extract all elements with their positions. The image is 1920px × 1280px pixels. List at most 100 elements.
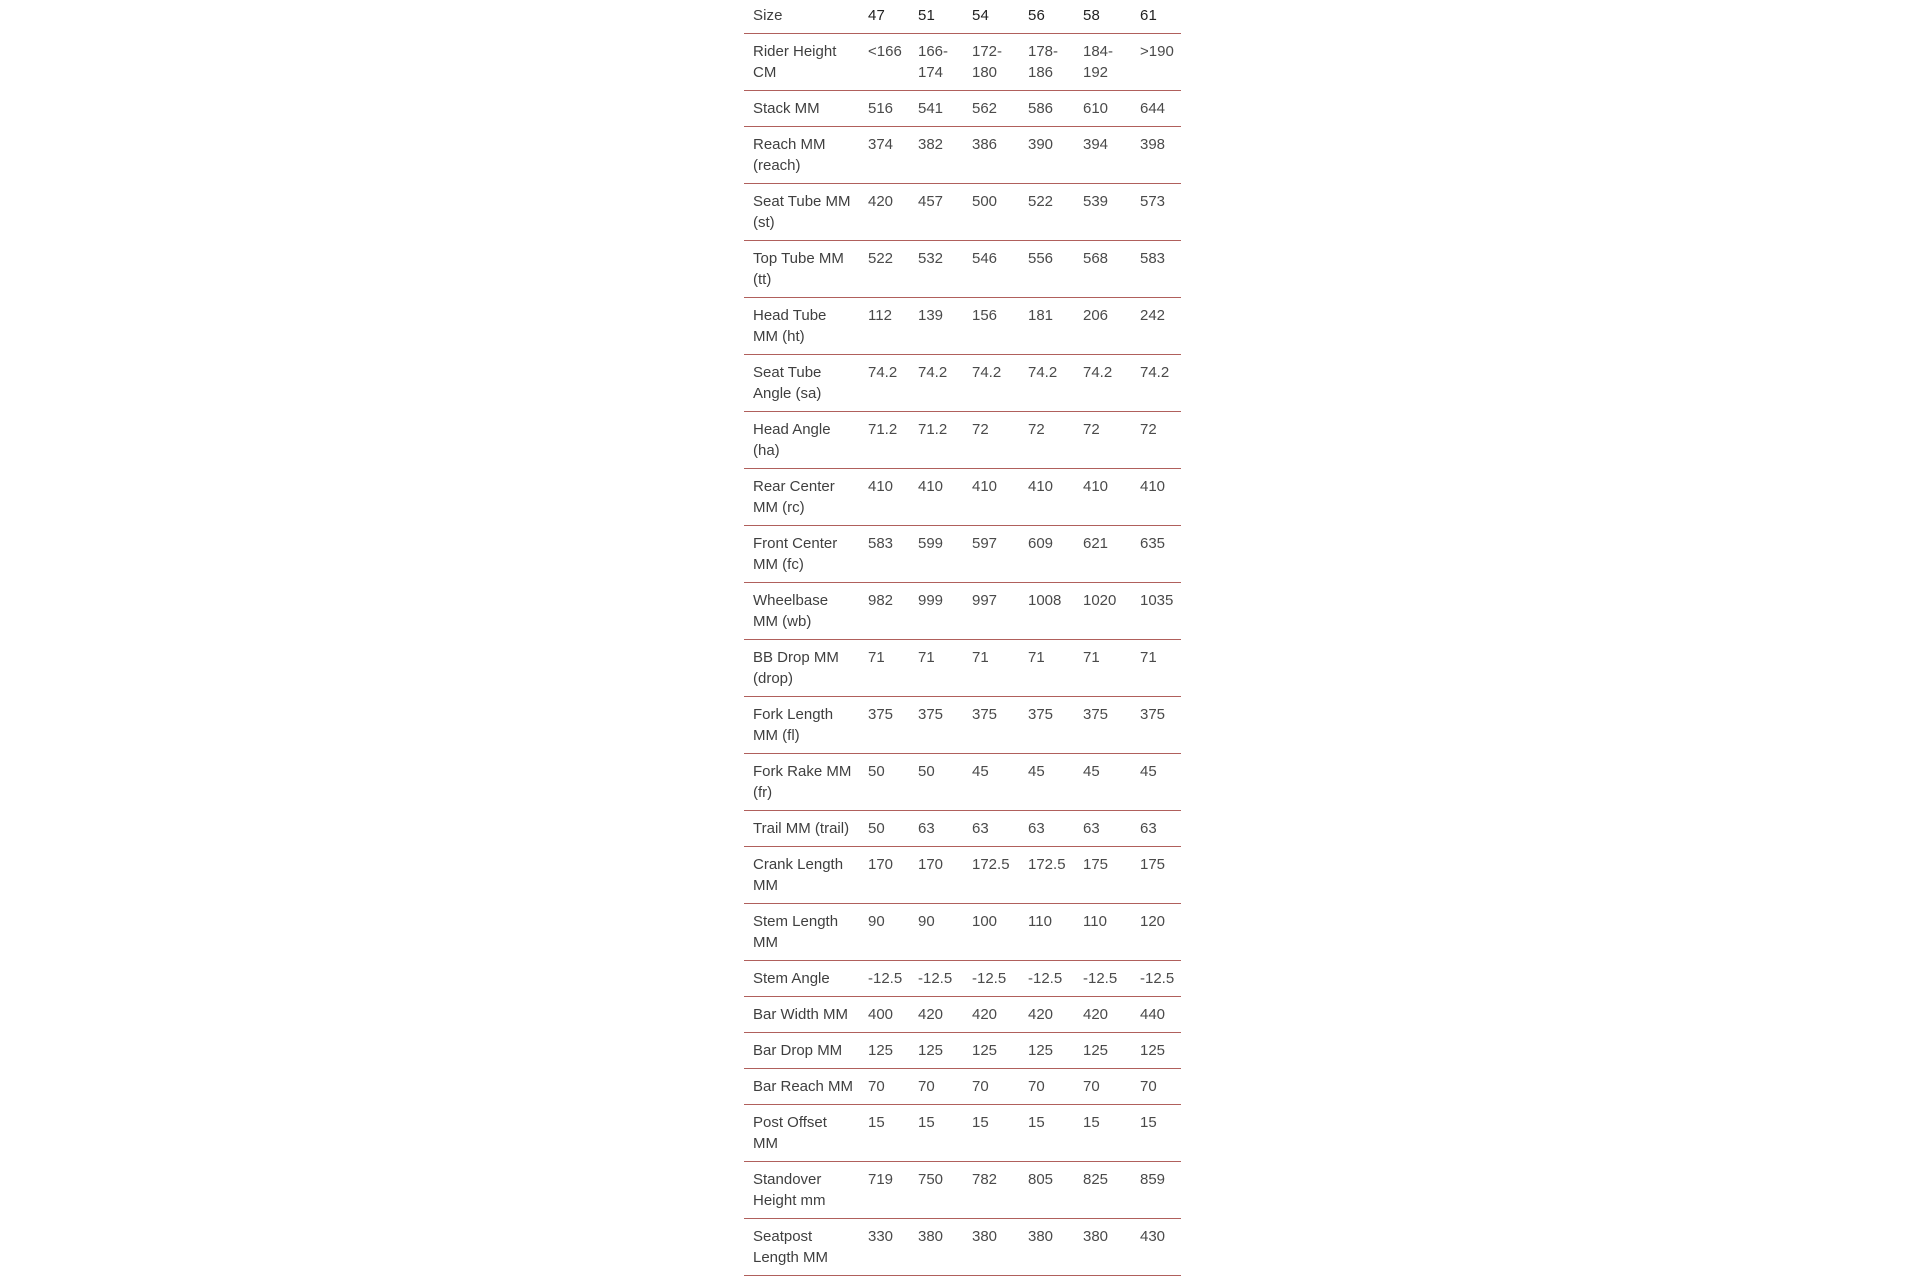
cell-value: -12.5	[972, 960, 1028, 997]
cell-value: 375	[868, 696, 918, 754]
cell-value: 541	[918, 90, 972, 127]
cell-value: 70	[1083, 1068, 1140, 1105]
row-label: Head Angle (ha)	[744, 411, 868, 469]
table-row: Bar Reach MM 70 70 70 70 70 70	[744, 1068, 1181, 1105]
table-row: Seat Tube Angle (sa) 74.2 74.2 74.2 74.2 74.2…	[744, 354, 1181, 412]
cell-value: 386	[972, 126, 1028, 184]
table-row: Wheelbase MM (wb) 982 999 997 1008 1020 1035	[744, 582, 1181, 640]
row-label: Top Tube MM (tt)	[744, 240, 868, 298]
cell-value: 74.2	[868, 354, 918, 412]
cell-value: 170	[918, 846, 972, 904]
cell-value: -12.5	[1028, 960, 1083, 997]
cell-value: 999	[918, 582, 972, 640]
cell-value: 63	[1028, 810, 1083, 847]
table-row: Post Offset MM 15 15 15 15 15 15	[744, 1104, 1181, 1162]
size-value-header: 47	[868, 0, 918, 34]
cell-value: 125	[1140, 1032, 1181, 1069]
cell-value: 172.5	[972, 846, 1028, 904]
cell-value: 175	[1140, 846, 1181, 904]
table-row: Head Tube MM (ht) 112 139 156 181 206 242	[744, 297, 1181, 355]
cell-value: 184- 192	[1083, 33, 1140, 91]
cell-value: 599	[918, 525, 972, 583]
cell-value: 74.2	[1028, 354, 1083, 412]
table-row: Standover Height mm 719 750 782 805 825 859	[744, 1161, 1181, 1219]
cell-value: 71.2	[868, 411, 918, 469]
cell-value: 63	[918, 810, 972, 847]
cell-value: 420	[1083, 996, 1140, 1033]
cell-value: 71.2	[918, 411, 972, 469]
cell-value: 70	[1140, 1068, 1181, 1105]
table-row: BB Drop MM (drop) 71 71 71 71 71 71	[744, 639, 1181, 697]
cell-value: 15	[868, 1104, 918, 1162]
cell-value: 125	[972, 1032, 1028, 1069]
row-label: Post Offset MM	[744, 1104, 868, 1162]
cell-value: 375	[918, 696, 972, 754]
cell-value: 120	[1140, 903, 1181, 961]
row-label: Seat Tube MM (st)	[744, 183, 868, 241]
cell-value: 430	[1140, 1218, 1181, 1276]
cell-value: 242	[1140, 297, 1181, 355]
cell-value: 70	[868, 1068, 918, 1105]
row-label: Stem Length MM	[744, 903, 868, 961]
row-label: Seat Tube Angle (sa)	[744, 354, 868, 412]
row-label: Rear Center MM (rc)	[744, 468, 868, 526]
cell-value: 382	[918, 126, 972, 184]
row-label: Fork Rake MM (fr)	[744, 753, 868, 811]
table-row: Fork Rake MM (fr) 50 50 45 45 45 45	[744, 753, 1181, 811]
cell-value: 750	[918, 1161, 972, 1219]
cell-value: 805	[1028, 1161, 1083, 1219]
cell-value: 375	[1083, 696, 1140, 754]
cell-value: 71	[868, 639, 918, 697]
row-label: Front Center MM (fc)	[744, 525, 868, 583]
table-row: Seat Tube MM (st) 420 457 500 522 539 573	[744, 183, 1181, 241]
cell-value: 15	[1083, 1104, 1140, 1162]
cell-value: 375	[1140, 696, 1181, 754]
size-value-header: 58	[1083, 0, 1140, 34]
table-row: Trail MM (trail) 50 63 63 63 63 63	[744, 810, 1181, 847]
cell-value: 45	[1083, 753, 1140, 811]
geometry-table: Size 47 51 54 56 58 61 Rider Height CM <166 166-…	[744, 0, 1181, 1276]
cell-value: -12.5	[918, 960, 972, 997]
cell-value: 500	[972, 183, 1028, 241]
cell-value: 375	[1028, 696, 1083, 754]
cell-value: 90	[868, 903, 918, 961]
cell-value: 380	[972, 1218, 1028, 1276]
row-label: Standover Height mm	[744, 1161, 868, 1219]
cell-value: 719	[868, 1161, 918, 1219]
cell-value: 178- 186	[1028, 33, 1083, 91]
cell-value: 400	[868, 996, 918, 1033]
cell-value: 522	[1028, 183, 1083, 241]
row-label: BB Drop MM (drop)	[744, 639, 868, 697]
cell-value: 15	[918, 1104, 972, 1162]
cell-value: 100	[972, 903, 1028, 961]
table-row: Rear Center MM (rc) 410 410 410 410 410 410	[744, 468, 1181, 526]
cell-value: 72	[1140, 411, 1181, 469]
cell-value: 522	[868, 240, 918, 298]
row-label: Fork Length MM (fl)	[744, 696, 868, 754]
cell-value: 375	[972, 696, 1028, 754]
cell-value: 562	[972, 90, 1028, 127]
row-label: Crank Length MM	[744, 846, 868, 904]
cell-value: -12.5	[868, 960, 918, 997]
cell-value: 1020	[1083, 582, 1140, 640]
cell-value: 568	[1083, 240, 1140, 298]
cell-value: 394	[1083, 126, 1140, 184]
cell-value: 597	[972, 525, 1028, 583]
cell-value: 125	[1028, 1032, 1083, 1069]
row-label: Bar Width MM	[744, 996, 868, 1033]
table-row: Stack MM 516 541 562 586 610 644	[744, 90, 1181, 127]
cell-value: 74.2	[972, 354, 1028, 412]
cell-value: 1008	[1028, 582, 1083, 640]
cell-value: 71	[972, 639, 1028, 697]
cell-value: 825	[1083, 1161, 1140, 1219]
cell-value: 586	[1028, 90, 1083, 127]
geometry-table-body: Rider Height CM <166 166- 174 172- 180 178- …	[744, 33, 1181, 1276]
cell-value: 380	[1028, 1218, 1083, 1276]
cell-value: 63	[1083, 810, 1140, 847]
cell-value: 172- 180	[972, 33, 1028, 91]
cell-value: 74.2	[1083, 354, 1140, 412]
cell-value: 410	[918, 468, 972, 526]
cell-value: 583	[868, 525, 918, 583]
cell-value: 74.2	[1140, 354, 1181, 412]
cell-value: 621	[1083, 525, 1140, 583]
